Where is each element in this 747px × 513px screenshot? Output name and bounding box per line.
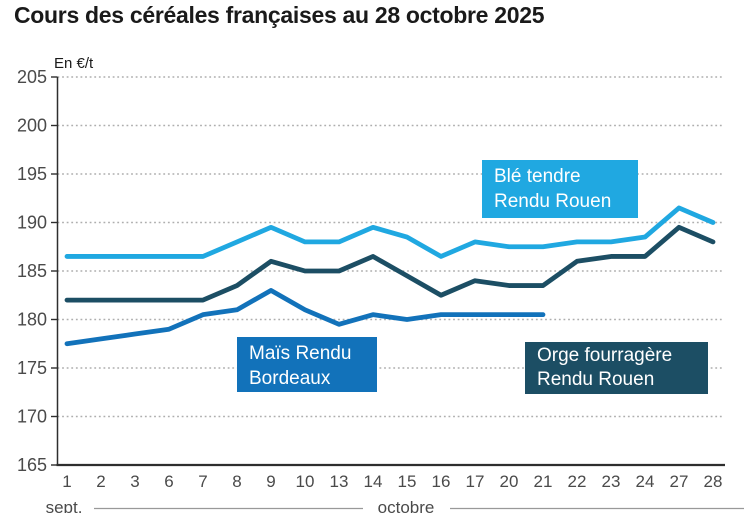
x-tick-label: 8 [232, 472, 241, 491]
x-tick-label: 10 [296, 472, 315, 491]
series-label-line: Maïs Rendu [249, 343, 352, 364]
x-tick-label: 6 [164, 472, 173, 491]
series-label-line: Rendu Rouen [537, 369, 655, 390]
month-label: sept. [46, 498, 83, 513]
y-tick-label: 165 [17, 455, 47, 475]
x-tick-label: 24 [636, 472, 655, 491]
x-tick-label: 17 [466, 472, 485, 491]
x-tick-label: 23 [602, 472, 621, 491]
x-tick-label: 3 [130, 472, 139, 491]
series-label-line: Blé tendre [494, 166, 581, 187]
series-line-ble-tendre [64, 205, 716, 259]
x-tick-label: 28 [704, 472, 723, 491]
y-tick-label: 190 [17, 213, 47, 233]
series-label-line: Orge fourragère [537, 345, 673, 366]
series-label-mais: Maïs Rendu Bordeaux [237, 337, 377, 392]
y-tick-label: 175 [17, 358, 47, 378]
series-label-ble-tendre: Blé tendre Rendu Rouen [482, 160, 638, 218]
y-tick-label: 200 [17, 116, 47, 136]
x-tick-label: 22 [568, 472, 587, 491]
x-tick-label: 15 [398, 472, 417, 491]
x-tick-label: 27 [670, 472, 689, 491]
series-line-orge [64, 224, 716, 303]
x-tick-label: 21 [534, 472, 553, 491]
x-tick-label: 16 [432, 472, 451, 491]
series-label-line: Bordeaux [249, 368, 331, 389]
series-line-mais [64, 287, 546, 347]
series-label-line: Rendu Rouen [494, 191, 612, 212]
y-tick-label: 185 [17, 261, 47, 281]
y-tick-label: 180 [17, 310, 47, 330]
x-tick-label: 20 [500, 472, 519, 491]
x-tick-label: 2 [96, 472, 105, 491]
page-title: Cours des céréales françaises au 28 octo… [14, 2, 545, 28]
y-tick-label: 195 [17, 164, 47, 184]
month-label: octobre [378, 498, 435, 513]
y-tick-label: 170 [17, 407, 47, 427]
x-tick-label: 9 [266, 472, 275, 491]
x-tick-label: 14 [364, 472, 383, 491]
x-tick-label: 7 [198, 472, 207, 491]
series-label-orge: Orge fourragère Rendu Rouen [525, 342, 708, 394]
y-axis-unit-label: En €/t [54, 55, 94, 72]
x-tick-label: 13 [330, 472, 349, 491]
x-tick-label: 1 [62, 472, 71, 491]
y-tick-label: 205 [17, 67, 47, 87]
